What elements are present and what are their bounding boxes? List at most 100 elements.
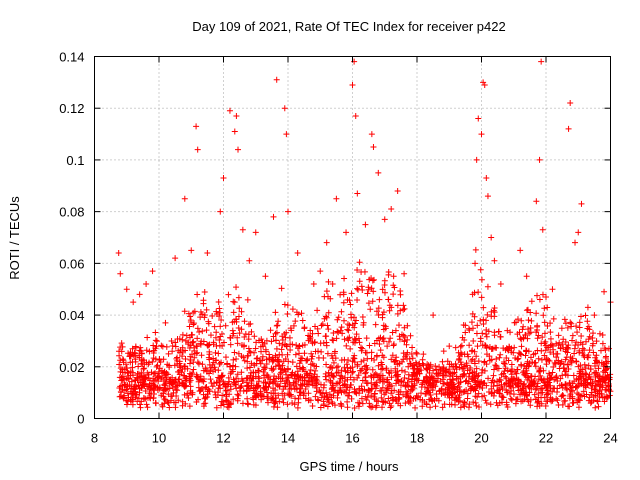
data-point (567, 319, 574, 326)
data-point (587, 366, 594, 373)
data-point (176, 360, 183, 367)
data-point (259, 353, 266, 360)
data-point (226, 107, 233, 114)
data-point (272, 354, 279, 361)
data-point (358, 367, 365, 374)
data-point (286, 380, 293, 387)
data-point (573, 383, 580, 390)
data-point (568, 359, 575, 366)
data-point (516, 329, 523, 336)
data-point (457, 343, 464, 350)
data-point (283, 329, 290, 336)
data-point (271, 378, 278, 385)
data-point (155, 372, 162, 379)
data-point (593, 338, 600, 345)
data-point (333, 335, 340, 342)
data-point (405, 363, 412, 370)
data-point (397, 307, 404, 314)
data-point (473, 156, 480, 163)
data-point (377, 347, 384, 354)
data-point (272, 398, 279, 405)
data-point (372, 385, 379, 392)
data-point (160, 356, 167, 363)
y-tick-label: 0.14 (59, 50, 84, 65)
data-point (206, 351, 213, 358)
data-point (398, 367, 405, 374)
data-point (225, 374, 232, 381)
data-point (295, 376, 302, 383)
data-point (202, 400, 209, 407)
data-point (542, 403, 549, 410)
data-point (483, 317, 490, 324)
data-point (368, 355, 375, 362)
data-point (352, 389, 359, 396)
data-point (522, 331, 529, 338)
data-point (369, 403, 376, 410)
data-point (273, 337, 280, 344)
data-point (541, 382, 548, 389)
data-point (150, 349, 157, 356)
data-point (360, 357, 367, 364)
data-point (395, 400, 402, 407)
data-point (392, 327, 399, 334)
data-point (212, 394, 219, 401)
data-point (582, 365, 589, 372)
data-point (307, 367, 314, 374)
data-point (354, 361, 361, 368)
data-point (539, 377, 546, 384)
data-point (203, 327, 210, 334)
data-point (458, 361, 465, 368)
data-point (267, 327, 274, 334)
data-point (343, 342, 350, 349)
data-point (347, 374, 354, 381)
data-point (190, 359, 197, 366)
data-point (390, 273, 397, 280)
data-point (565, 403, 572, 410)
data-point (538, 347, 545, 354)
data-point (459, 365, 466, 372)
data-point (234, 340, 241, 347)
data-point (502, 373, 509, 380)
data-point (312, 323, 319, 330)
data-point (197, 308, 204, 315)
data-point (170, 389, 177, 396)
data-point (385, 395, 392, 402)
data-point (278, 285, 285, 292)
data-point (328, 394, 335, 401)
data-point (280, 399, 287, 406)
data-point (182, 377, 189, 384)
data-point (367, 372, 374, 379)
data-point (421, 384, 428, 391)
data-point (535, 355, 542, 362)
data-point (564, 344, 571, 351)
data-point (398, 358, 405, 365)
data-point (537, 365, 544, 372)
data-point (231, 299, 238, 306)
data-point (237, 384, 244, 391)
data-point (265, 384, 272, 391)
data-point (171, 362, 178, 369)
data-point (354, 374, 361, 381)
data-point (313, 363, 320, 370)
data-point (188, 331, 195, 338)
data-point (491, 332, 498, 339)
data-point (560, 336, 567, 343)
data-point (323, 339, 330, 346)
data-point (530, 381, 537, 388)
data-point (544, 383, 551, 390)
data-point (204, 250, 211, 257)
data-point (297, 389, 304, 396)
data-point (496, 376, 503, 383)
data-point (240, 343, 247, 350)
data-point (196, 388, 203, 395)
y-tick-label: 0.12 (59, 101, 84, 116)
data-point (309, 353, 316, 360)
data-point (484, 193, 491, 200)
data-point (129, 396, 136, 403)
data-point (527, 382, 534, 389)
data-point (580, 388, 587, 395)
data-point (204, 394, 211, 401)
data-point (246, 257, 253, 264)
data-point (395, 394, 402, 401)
data-point (222, 322, 229, 329)
